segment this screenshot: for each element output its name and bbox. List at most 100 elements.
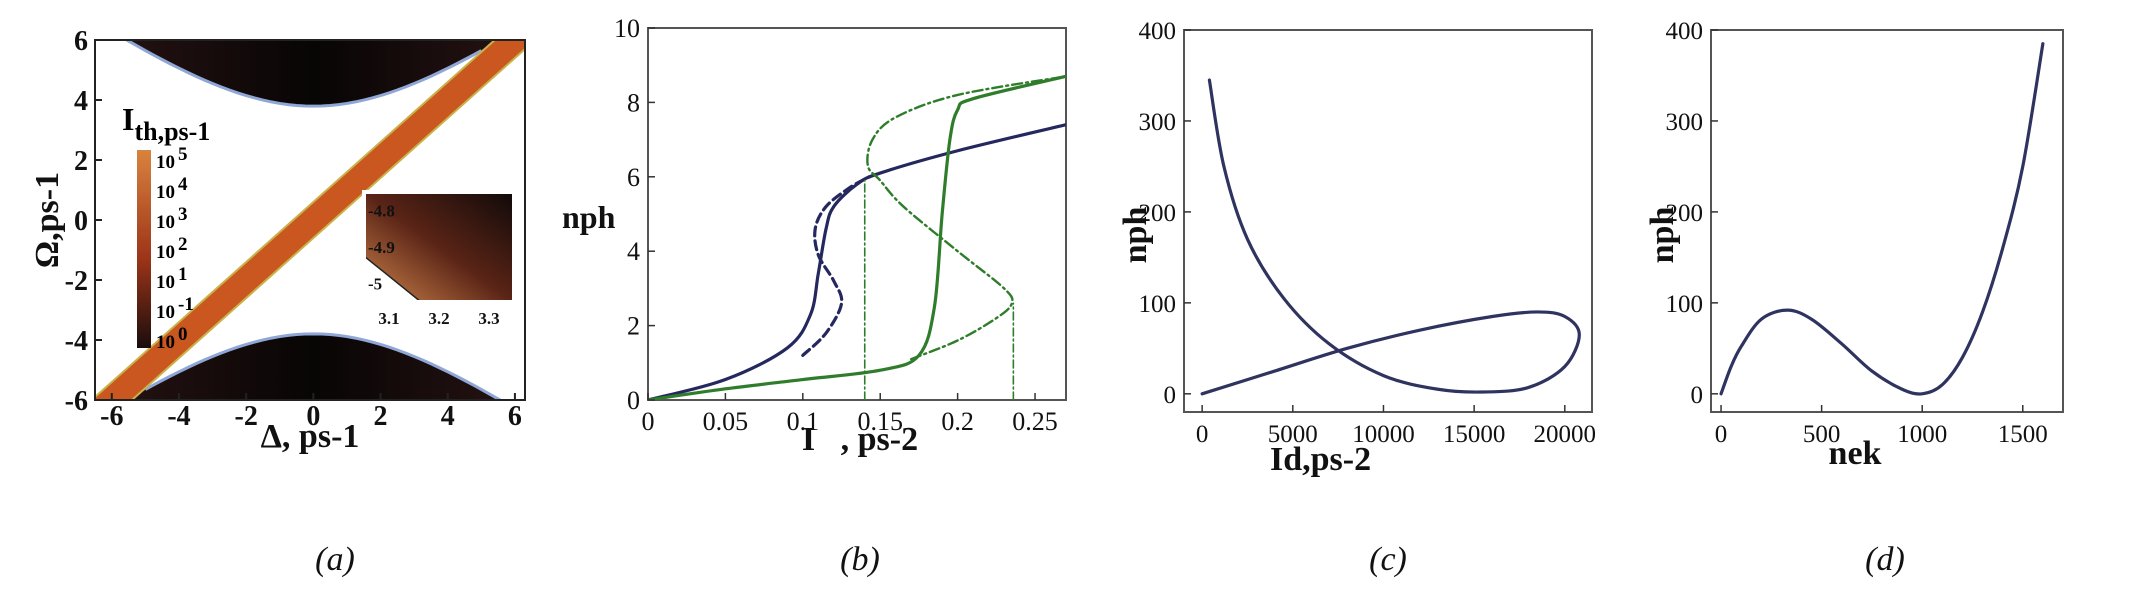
- panel-d-y-tick-label: 400: [1666, 18, 1704, 45]
- colorbar-label: 10 3: [156, 204, 188, 233]
- colorbar-label-base: 10: [156, 302, 175, 323]
- inset-x-tick-label: 3.3: [478, 309, 499, 328]
- panel-d-curve: [1719, 42, 2045, 396]
- band-edge-line-upper: [95, 40, 497, 399]
- heatmap-upper-dark-region: [126, 40, 495, 107]
- panel-a-y-tick-label: -2: [65, 266, 88, 297]
- inset-y-tick-label: -5: [368, 275, 382, 294]
- panel-a-y-tick-label: 0: [74, 206, 88, 237]
- inset-plot: 3.1 3.2 3.3 -4.8 -4.9 -5: [362, 190, 516, 328]
- colorbar-title: Ith,ps-1: [122, 101, 210, 146]
- panel-b-x-ticks: 0 0.05 0.1 0.15 0.2 0.25: [642, 393, 1058, 436]
- colorbar-label-base: 10: [156, 332, 175, 353]
- panel-a-x-tick-label: -2: [235, 401, 258, 432]
- panel-d-x-tick-label: 0: [1715, 421, 1728, 448]
- colorbar-label-base: 10: [156, 212, 175, 233]
- panel-d-x-tick-label: 1500: [1998, 421, 2048, 448]
- threshold-contour-upper: [123, 40, 483, 108]
- panel-b-y-tick-label: 4: [627, 237, 640, 266]
- panel-c-y-tick-label: 200: [1139, 200, 1177, 227]
- panel-b-series: [648, 74, 1066, 400]
- panel-d-y-ticks: 0 100 200 300 400: [1666, 18, 1718, 409]
- inset-y-tick-label: -4.8: [368, 201, 395, 220]
- panel-b-curve: [648, 74, 1066, 400]
- panel-b-curve: [801, 175, 871, 357]
- panel-c-y-tick-label: 100: [1139, 291, 1177, 318]
- panel-a-x-tick-label: -4: [167, 401, 190, 432]
- inset-threshold-line: [364, 255, 422, 302]
- panel-d-line-chart: 0 500 1000 1500 0 100 200 300 400 nek nph (d): [1644, 18, 2064, 578]
- panel-c-x-tick-label: 20000: [1534, 421, 1597, 448]
- panel-d-xlabel: nek: [1829, 435, 1882, 472]
- panel-c-frame: [1183, 29, 1593, 413]
- panel-a-xlabel: Δ, ps-1: [261, 418, 360, 455]
- panel-d-frame: [1710, 29, 2064, 413]
- colorbar-label-exponent: 3: [178, 204, 188, 225]
- panel-c-x-tick-label: 0: [1196, 421, 1209, 448]
- inset-frame: [362, 190, 516, 304]
- colorbar-label-base: 10: [156, 272, 175, 293]
- panel-a-x-tick-label: -6: [100, 401, 123, 432]
- colorbar-gradient: [137, 150, 151, 348]
- panel-c-curve: [1200, 78, 1581, 396]
- panel-b-frame: [647, 27, 1067, 401]
- colorbar-label-exponent: 2: [178, 234, 188, 255]
- panel-a-y-tick-label: 6: [74, 26, 88, 57]
- panel-d-series: [1719, 42, 2045, 396]
- panel-d-y-tick-label: 0: [1691, 382, 1704, 409]
- panel-b-y-tick-label: 8: [627, 88, 640, 117]
- colorbar-label-base: 10: [156, 152, 175, 173]
- colorbar-title-main: I: [122, 101, 134, 137]
- panel-c-y-ticks: 0 100 200 300 400: [1139, 18, 1191, 409]
- colorbar: Ith,ps-1 10 510 410 310 210 110 -110 0: [122, 101, 210, 353]
- colorbar-labels: 10 510 410 310 210 110 -110 0: [156, 144, 194, 353]
- panel-b-x-tick-label: 0: [642, 407, 655, 436]
- colorbar-label-base: 10: [156, 182, 175, 203]
- panel-d-x-tick-label: 500: [1803, 421, 1841, 448]
- panel-c-ylabel: nph: [1117, 207, 1154, 264]
- panel-a-ylabel: Ω,ps-1: [29, 172, 66, 268]
- panel-b-x-tick-label: 0.05: [703, 407, 749, 436]
- panel-a-y-tick-label: -4: [65, 326, 88, 357]
- colorbar-label-exponent: 1: [178, 264, 188, 285]
- colorbar-label-base: 10: [156, 242, 175, 263]
- panel-a-x-ticks: -6 -4 -2 0 2 4 6: [100, 393, 522, 432]
- panel-a-caption: (a): [315, 541, 355, 578]
- colorbar-label-exponent: 5: [178, 144, 188, 165]
- panel-a-y-ticks: 6 4 2 0 -2 -4 -6: [65, 26, 102, 417]
- panel-a-x-tick-label: 6: [508, 401, 522, 432]
- panel-d-caption: (d): [1865, 541, 1905, 578]
- panel-c-xlabel: Id,ps-2: [1270, 441, 1371, 478]
- inset-x-tick-label: 3.2: [428, 309, 449, 328]
- panel-b-ylabel: nph: [562, 199, 616, 235]
- panel-b-xlabel: I , ps-2: [802, 421, 918, 458]
- panel-a-y-tick-label: -6: [65, 386, 88, 417]
- colorbar-label: 10 1: [156, 264, 188, 293]
- panel-c-x-ticks: 0 5000 10000 15000 20000: [1196, 405, 1596, 448]
- panel-a-y-tick-label: 2: [74, 146, 88, 177]
- panel-c-y-tick-label: 400: [1139, 18, 1177, 45]
- inset-x-tick-label: 3.1: [378, 309, 399, 328]
- panel-a-x-tick-label: 2: [374, 401, 388, 432]
- panel-b-y-tick-label: 0: [627, 386, 640, 415]
- panel-b-curve: [648, 123, 1066, 400]
- inset-y-tick-label: -4.9: [368, 238, 395, 257]
- panel-b-y-tick-label: 6: [627, 163, 640, 192]
- colorbar-title-sub: th,ps-1: [134, 117, 210, 146]
- colorbar-label: 10 0: [156, 324, 188, 353]
- panel-c-series: [1200, 78, 1581, 396]
- colorbar-label: 10 5: [156, 144, 188, 173]
- panel-d-x-ticks: 0 500 1000 1500: [1715, 405, 2048, 448]
- panel-c-caption: (c): [1369, 541, 1407, 578]
- panel-c-x-tick-label: 15000: [1443, 421, 1506, 448]
- colorbar-label-exponent: 4: [178, 174, 188, 195]
- panel-b-line-chart: 0 0.05 0.1 0.15 0.2 0.25 0 2 4 6 8 10 I , ps-2 nph…: [562, 14, 1067, 578]
- panel-b-x-tick-label: 0.1: [787, 407, 820, 436]
- panel-d-ylabel: nph: [1644, 207, 1681, 264]
- panel-c-line-chart: 0 5000 10000 15000 20000 0 100 200 300 400 Id,ps…: [1117, 18, 1596, 578]
- panel-d-x-tick-label: 1000: [1897, 421, 1947, 448]
- colorbar-label-exponent: -1: [178, 294, 194, 315]
- panel-b-x-tick-label: 0.15: [857, 407, 903, 436]
- panel-d-y-tick-label: 100: [1666, 291, 1704, 318]
- panel-c-y-tick-label: 300: [1139, 109, 1177, 136]
